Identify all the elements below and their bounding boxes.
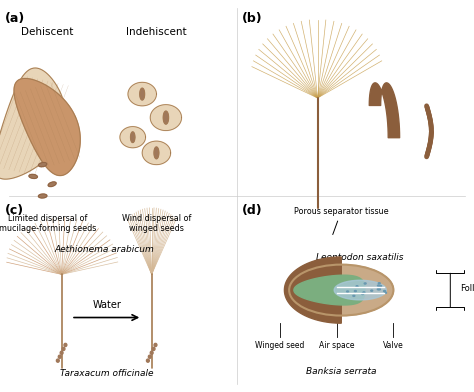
Text: Taraxacum officinale: Taraxacum officinale [60,369,154,378]
Ellipse shape [56,359,59,362]
Ellipse shape [354,285,356,286]
Polygon shape [284,257,341,323]
Ellipse shape [358,292,360,293]
Ellipse shape [48,182,56,187]
Ellipse shape [365,285,366,287]
Ellipse shape [62,347,65,350]
Ellipse shape [349,285,351,287]
Text: Dehiscent: Dehiscent [21,27,73,38]
Ellipse shape [363,295,365,296]
Text: Valve: Valve [383,341,404,350]
Polygon shape [164,111,169,124]
Ellipse shape [349,295,351,296]
Text: Wind dispersal of
winged seeds: Wind dispersal of winged seeds [122,214,191,233]
Ellipse shape [382,294,384,296]
Ellipse shape [367,286,369,287]
Ellipse shape [368,286,370,287]
Polygon shape [140,88,145,100]
Polygon shape [142,141,171,165]
Ellipse shape [64,343,67,347]
Ellipse shape [354,283,356,284]
Ellipse shape [38,194,47,198]
Ellipse shape [29,174,37,178]
Text: (b): (b) [242,12,263,25]
Text: (c): (c) [5,204,24,217]
Ellipse shape [58,355,61,358]
Ellipse shape [152,347,155,350]
Ellipse shape [350,295,352,296]
Polygon shape [150,105,182,131]
Text: Leontodon saxatilis: Leontodon saxatilis [317,253,404,262]
Polygon shape [120,127,146,148]
Text: Winged seed: Winged seed [255,341,304,350]
Ellipse shape [289,265,393,316]
Ellipse shape [148,355,151,358]
Polygon shape [14,78,80,176]
Ellipse shape [355,293,356,294]
Ellipse shape [381,292,383,294]
Text: (d): (d) [242,204,263,217]
Ellipse shape [150,351,153,354]
Polygon shape [131,132,135,142]
Text: (a): (a) [5,12,25,25]
Ellipse shape [38,163,47,167]
Ellipse shape [60,351,63,354]
Text: Banksia serrata: Banksia serrata [306,367,376,376]
Ellipse shape [146,359,149,362]
Polygon shape [128,82,156,106]
Text: Follicle: Follicle [460,284,474,292]
Text: Water: Water [92,299,121,310]
Polygon shape [294,275,365,305]
Ellipse shape [376,295,378,296]
Ellipse shape [382,294,383,295]
Polygon shape [334,280,386,300]
Text: Porous separator tissue: Porous separator tissue [294,207,389,234]
Polygon shape [0,68,66,179]
Text: Limited dispersal of
mucilage-forming seeds: Limited dispersal of mucilage-forming se… [0,214,96,233]
Text: Indehiscent: Indehiscent [126,27,187,38]
Text: Aethionema arabicum: Aethionema arabicum [55,245,154,254]
Ellipse shape [154,343,157,347]
Text: Air space: Air space [319,341,354,350]
Polygon shape [154,147,159,159]
